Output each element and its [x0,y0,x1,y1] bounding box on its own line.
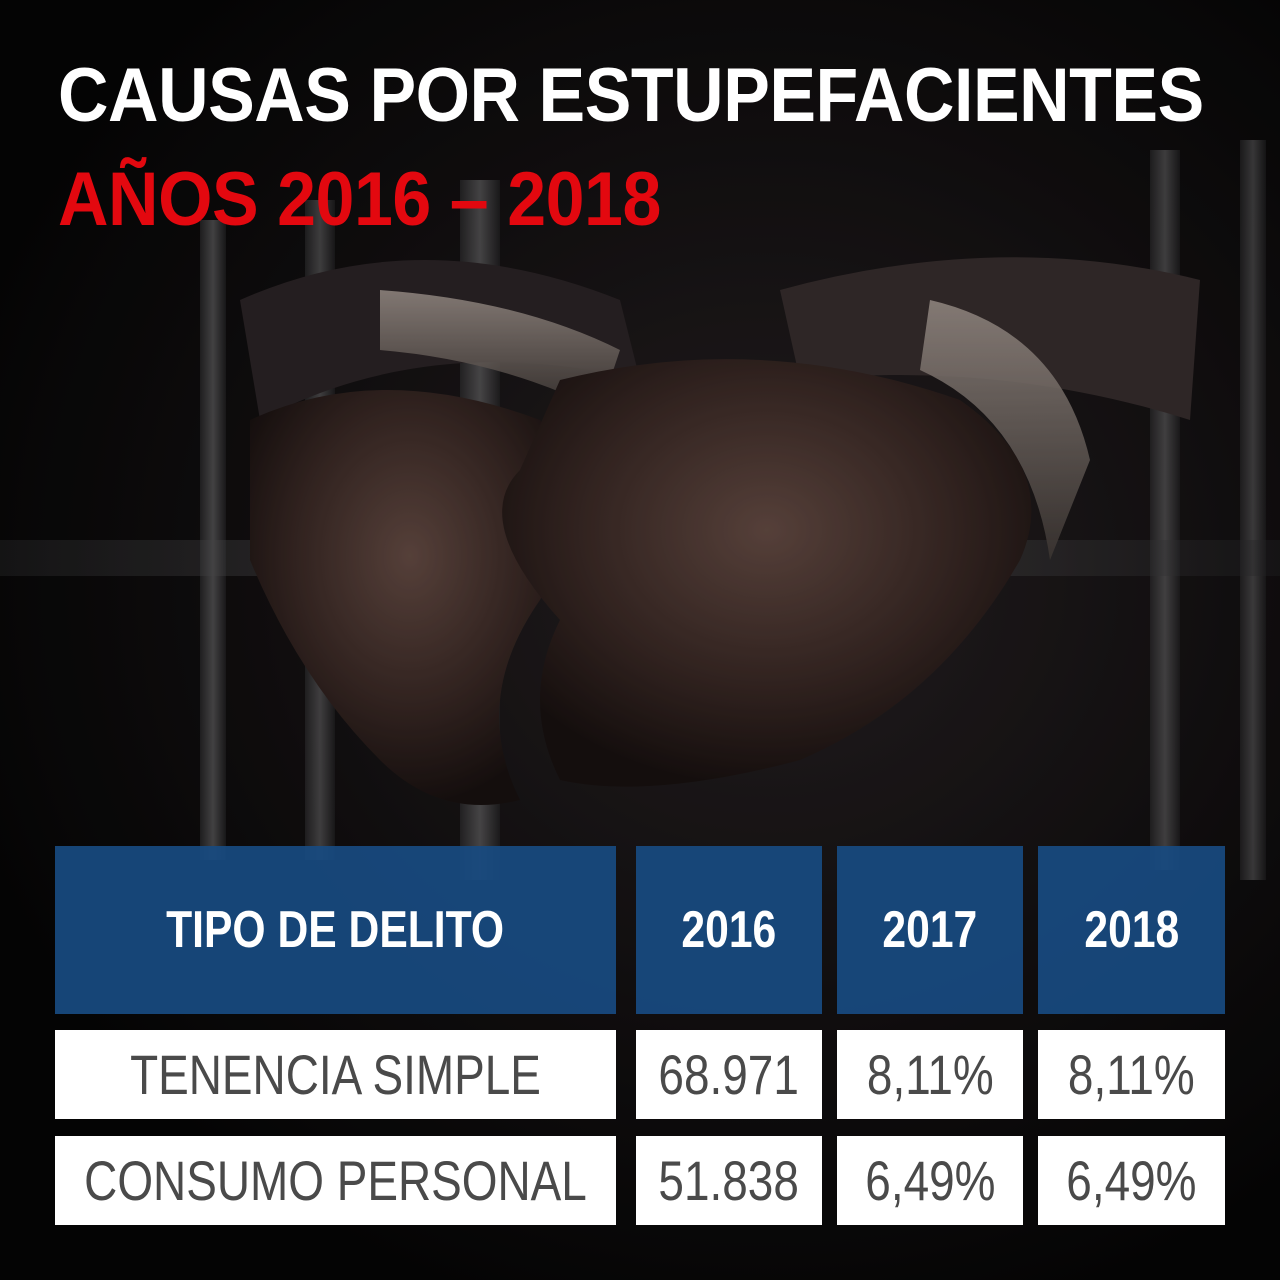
cell-value: 51.838 [658,1149,800,1212]
header-year-2018-label: 2018 [1084,901,1179,959]
header-crime-type: TIPO DE DELITO [55,846,616,1014]
row-tenencia-2017: 8,11% [837,1030,1023,1119]
cell-value: 8,11% [1068,1043,1195,1106]
header-year-2018: 2018 [1038,846,1225,1014]
row-consumo-2018: 6,49% [1038,1136,1225,1225]
cell-label: CONSUMO PERSONAL [84,1149,587,1212]
row-consumo-2016: 51.838 [636,1136,822,1225]
header-crime-type-label: TIPO DE DELITO [166,901,505,959]
header-year-2017-label: 2017 [882,901,978,959]
header-year-2016: 2016 [636,846,822,1014]
cell-value: 68.971 [658,1043,800,1106]
row-tenencia-type: TENENCIA SIMPLE [55,1030,616,1119]
title-line-1: CAUSAS POR ESTUPEFACIENTES [58,53,1204,138]
cell-value: 6,49% [864,1149,996,1212]
cell-value: 8,11% [866,1043,994,1106]
row-tenencia-2018: 8,11% [1038,1030,1225,1119]
row-consumo-type: CONSUMO PERSONAL [55,1136,616,1225]
row-tenencia-2016: 68.971 [636,1030,822,1119]
header-year-2016-label: 2016 [681,901,777,959]
title-line-2: AÑOS 2016 – 2018 [58,157,661,242]
cell-label: TENENCIA SIMPLE [130,1043,541,1106]
row-consumo-2017: 6,49% [837,1136,1023,1225]
header-year-2017: 2017 [837,846,1023,1014]
cell-value: 6,49% [1066,1149,1197,1212]
